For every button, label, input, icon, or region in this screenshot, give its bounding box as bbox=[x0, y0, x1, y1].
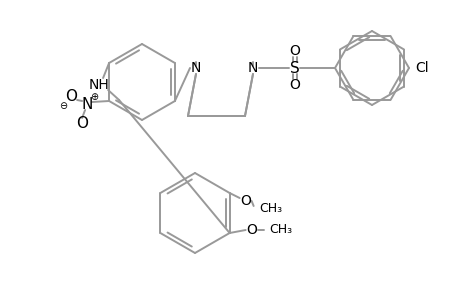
Text: N: N bbox=[81, 97, 93, 112]
Text: O: O bbox=[246, 223, 257, 237]
Text: Cl: Cl bbox=[414, 61, 428, 75]
Text: S: S bbox=[290, 61, 299, 76]
Text: ⊕: ⊕ bbox=[90, 92, 98, 102]
Text: O: O bbox=[289, 78, 300, 92]
Text: O: O bbox=[76, 116, 88, 131]
Text: O: O bbox=[65, 88, 77, 104]
Text: O: O bbox=[240, 194, 251, 208]
Text: NH: NH bbox=[89, 78, 109, 92]
Text: CH₃: CH₃ bbox=[269, 224, 292, 236]
Text: N: N bbox=[247, 61, 257, 75]
Text: O: O bbox=[289, 44, 300, 58]
Text: ⊖: ⊖ bbox=[59, 101, 67, 111]
Text: CH₃: CH₃ bbox=[259, 202, 282, 215]
Text: N: N bbox=[190, 61, 201, 75]
